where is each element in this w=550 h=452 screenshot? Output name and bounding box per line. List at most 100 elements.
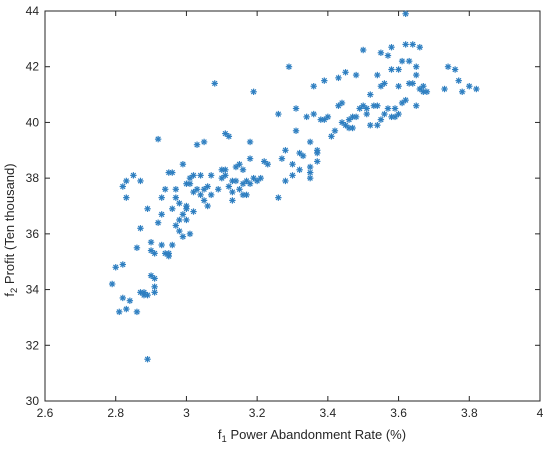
data-point bbox=[275, 194, 282, 201]
data-point bbox=[137, 225, 144, 232]
x-tick-label: 3.8 bbox=[461, 406, 478, 420]
data-point bbox=[459, 88, 466, 95]
data-point bbox=[222, 166, 229, 173]
data-point bbox=[413, 102, 420, 109]
y-axis-ticks: 30 32 34 36 38 40 42 44 bbox=[26, 4, 540, 408]
data-point bbox=[162, 186, 169, 193]
data-point bbox=[151, 275, 158, 282]
data-point bbox=[246, 138, 254, 146]
data-point bbox=[126, 297, 134, 304]
data-point bbox=[169, 205, 176, 212]
data-point bbox=[282, 177, 289, 185]
data-point bbox=[158, 194, 165, 201]
data-point bbox=[229, 197, 236, 204]
data-point bbox=[207, 191, 215, 199]
data-point bbox=[144, 356, 151, 363]
data-point bbox=[306, 169, 314, 176]
data-point bbox=[123, 177, 130, 185]
data-point bbox=[285, 63, 293, 70]
data-point bbox=[154, 219, 162, 226]
data-point bbox=[179, 233, 187, 240]
x-tick-label: 2.6 bbox=[37, 406, 54, 420]
data-point bbox=[204, 183, 211, 190]
data-point bbox=[405, 57, 413, 65]
data-point bbox=[310, 83, 317, 90]
y-axis-label-text: Profit (Ten thousand) bbox=[2, 163, 17, 287]
data-point bbox=[197, 191, 204, 199]
data-point bbox=[169, 241, 176, 249]
data-point bbox=[473, 85, 480, 93]
data-point bbox=[395, 83, 402, 90]
x-axis-label-text: Power Abandonment Rate (%) bbox=[227, 427, 406, 442]
data-point bbox=[306, 163, 314, 171]
data-point bbox=[409, 80, 416, 87]
data-point bbox=[200, 197, 208, 204]
data-point bbox=[349, 124, 356, 132]
data-point bbox=[306, 174, 314, 182]
y-tick-label: 42 bbox=[26, 60, 40, 74]
data-point bbox=[395, 110, 402, 118]
data-point bbox=[388, 66, 395, 73]
data-point bbox=[416, 44, 423, 51]
data-point bbox=[413, 63, 420, 70]
data-point bbox=[289, 172, 296, 179]
data-point bbox=[292, 105, 300, 112]
data-point bbox=[151, 250, 158, 257]
data-point bbox=[169, 169, 176, 176]
x-axis-label: f1 Power Abandonment Rate (%) bbox=[218, 427, 406, 445]
data-point bbox=[147, 239, 155, 246]
data-point bbox=[193, 141, 201, 148]
x-axis-label-subscript: 1 bbox=[222, 434, 227, 445]
data-point bbox=[197, 172, 204, 179]
x-axis-label-symbol: f bbox=[218, 427, 222, 442]
data-point bbox=[374, 122, 381, 129]
data-point bbox=[282, 147, 289, 154]
data-point bbox=[246, 180, 254, 187]
data-point bbox=[130, 172, 137, 179]
data-point bbox=[324, 113, 332, 121]
data-point bbox=[363, 105, 370, 112]
data-point bbox=[236, 161, 243, 168]
data-point bbox=[179, 211, 187, 218]
y-axis-label-subscript: 2 bbox=[9, 288, 20, 293]
data-point bbox=[423, 88, 431, 95]
data-point bbox=[186, 180, 194, 187]
x-tick-label: 3 bbox=[183, 406, 190, 420]
data-point bbox=[455, 77, 462, 84]
data-point bbox=[246, 155, 254, 162]
data-point bbox=[151, 283, 158, 290]
data-point bbox=[420, 83, 427, 90]
data-point bbox=[172, 194, 180, 201]
x-tick-label: 2.8 bbox=[107, 406, 124, 420]
data-point bbox=[395, 66, 402, 73]
data-point bbox=[137, 177, 144, 185]
data-point bbox=[444, 63, 452, 70]
data-point bbox=[363, 110, 370, 118]
data-point bbox=[314, 149, 321, 157]
data-point bbox=[367, 91, 374, 98]
data-point bbox=[257, 174, 264, 182]
data-point bbox=[374, 71, 381, 79]
data-point bbox=[133, 244, 141, 251]
data-point bbox=[331, 127, 339, 134]
data-point bbox=[179, 161, 187, 168]
data-point bbox=[225, 183, 233, 190]
y-tick-label: 30 bbox=[26, 394, 40, 408]
data-point bbox=[398, 57, 406, 65]
data-point bbox=[402, 10, 409, 17]
data-point bbox=[338, 119, 346, 126]
data-point bbox=[292, 127, 300, 134]
data-point bbox=[391, 105, 399, 112]
data-point bbox=[236, 186, 243, 193]
data-point bbox=[112, 264, 119, 271]
data-point bbox=[299, 152, 307, 160]
data-point bbox=[183, 216, 190, 224]
data-point bbox=[193, 186, 201, 193]
x-tick-label: 3.4 bbox=[320, 406, 337, 420]
data-point bbox=[176, 200, 183, 207]
data-point bbox=[119, 261, 126, 268]
data-point bbox=[190, 208, 197, 215]
y-tick-label: 32 bbox=[26, 338, 40, 352]
